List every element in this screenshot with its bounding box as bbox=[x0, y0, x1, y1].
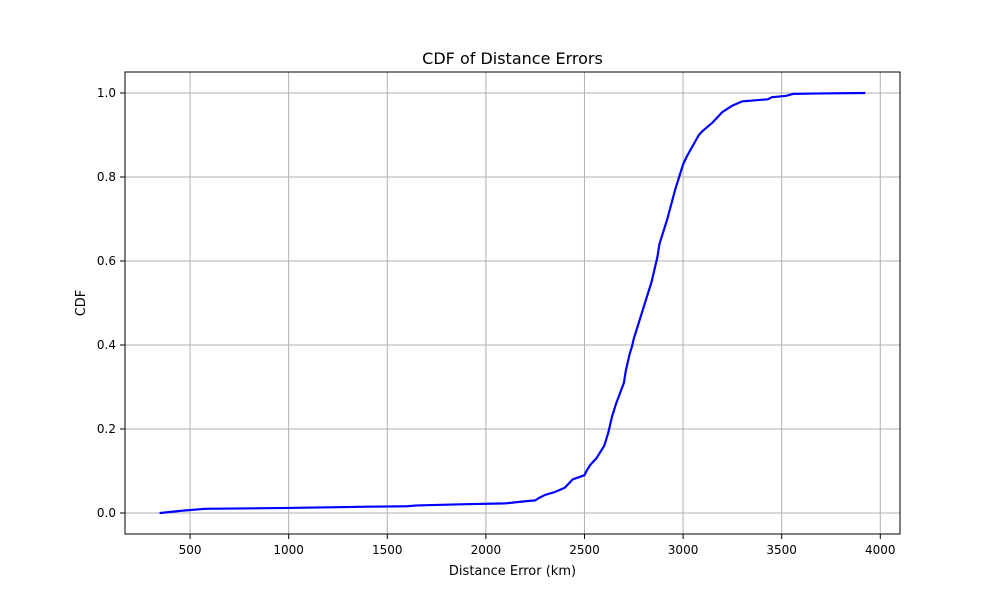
tick-layer: 500 1000 1500 2000 2500 3000 3500 4000 0.0 0.2 0.4… bbox=[97, 86, 896, 557]
x-axis-label: Distance Error (km) bbox=[449, 564, 576, 579]
plot-frame bbox=[124, 71, 901, 535]
x-tick-label: 4000 bbox=[865, 543, 896, 557]
x-tick-label: 1000 bbox=[273, 543, 304, 557]
x-tick-label: 2500 bbox=[569, 543, 600, 557]
x-tick-label: 1500 bbox=[372, 543, 403, 557]
y-tick-label: 0.8 bbox=[97, 170, 116, 184]
x-tick-label: 2000 bbox=[471, 543, 502, 557]
x-tick-label: 3500 bbox=[766, 543, 797, 557]
x-tick-label: 500 bbox=[179, 543, 202, 557]
chart-title: CDF of Distance Errors bbox=[422, 49, 603, 68]
y-tick-label: 1.0 bbox=[97, 86, 116, 100]
series-line-cdf bbox=[159, 91, 866, 515]
y-tick-label: 0.2 bbox=[97, 422, 116, 436]
y-axis-label: CDF bbox=[74, 290, 89, 317]
y-tick-label: 0.0 bbox=[97, 506, 116, 520]
grid-layer bbox=[125, 72, 900, 534]
y-tick-label: 0.6 bbox=[97, 254, 116, 268]
x-tick-label: 3000 bbox=[668, 543, 699, 557]
y-tick-label: 0.4 bbox=[97, 338, 116, 352]
